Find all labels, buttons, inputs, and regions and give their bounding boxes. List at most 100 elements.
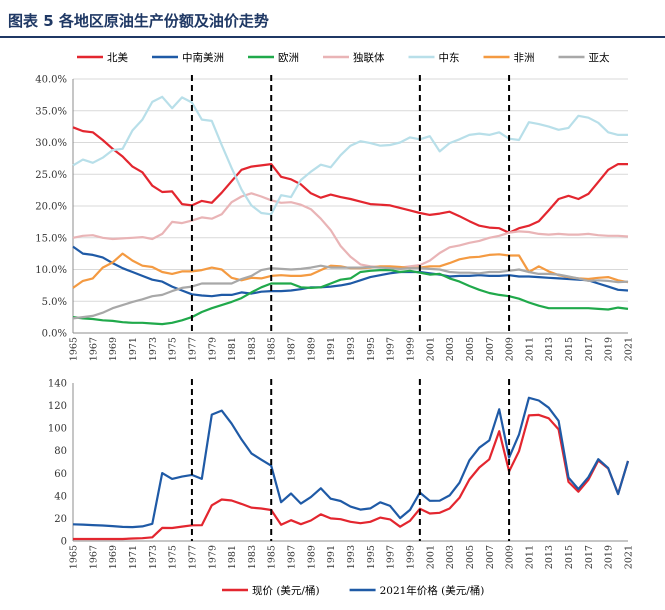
x-tick-label: 1993 <box>346 545 357 569</box>
y-tick-label: 25.0% <box>35 170 67 181</box>
x-tick-label: 1975 <box>168 337 179 361</box>
x-tick-label: 1979 <box>207 545 218 569</box>
series-line-s2 <box>72 269 629 326</box>
x-tick-label: 2015 <box>564 337 575 361</box>
y-tick-label: 80 <box>54 446 67 457</box>
x-tick-label: 1965 <box>69 337 80 361</box>
x-tick-label: 1981 <box>227 545 238 569</box>
x-tick-label: 1969 <box>108 337 119 361</box>
legend-item: 中东 <box>408 51 460 64</box>
x-tick-label: 2013 <box>544 337 555 361</box>
y-tick-label: 40 <box>54 491 67 502</box>
x-tick-label: 2019 <box>604 545 615 569</box>
x-tick-label: 2011 <box>524 337 535 361</box>
x-tick-label: 1999 <box>405 337 416 361</box>
legend-item: 亚太 <box>558 51 610 64</box>
legend-item: 中南美洲 <box>152 51 224 64</box>
x-tick-label: 1973 <box>148 545 159 569</box>
x-tick-label: 1991 <box>326 545 337 569</box>
x-tick-label: 2005 <box>465 337 476 361</box>
y-tick-label: 20.0% <box>35 202 67 213</box>
x-tick-label: 1989 <box>306 545 317 569</box>
figure-title: 图表 5 各地区原油生产份额及油价走势 <box>8 12 269 30</box>
legend-label: 2021年价格 (美元/桶) <box>380 584 485 597</box>
legend-label: 中南美洲 <box>182 51 224 64</box>
x-tick-label: 2015 <box>564 545 575 569</box>
series-line-s1 <box>72 245 629 298</box>
legend-label: 北美 <box>107 51 128 64</box>
x-tick-label: 1971 <box>128 337 139 361</box>
x-tick-label: 2007 <box>485 337 496 361</box>
legend-label: 中东 <box>439 51 460 64</box>
x-tick-label: 1993 <box>346 337 357 361</box>
y-tick-label: 5.0% <box>42 297 67 308</box>
legend-label: 亚太 <box>589 51 610 64</box>
legend-label: 现价 (美元/桶) <box>252 584 320 597</box>
x-tick-label: 1997 <box>386 545 397 569</box>
legend-item: 欧洲 <box>248 52 299 64</box>
legend-item: 非洲 <box>483 52 535 64</box>
x-tick-label: 1971 <box>128 545 139 569</box>
x-tick-label: 2019 <box>604 337 615 361</box>
y-tick-label: 60 <box>54 469 67 480</box>
x-tick-label: 1999 <box>405 545 416 569</box>
y-tick-label: 15.0% <box>35 233 67 244</box>
series-line-s0 <box>73 413 630 541</box>
legend-item: 现价 (美元/桶) <box>222 584 320 597</box>
x-tick-label: 2001 <box>425 337 436 361</box>
x-tick-label: 1983 <box>247 337 258 361</box>
y-tick-label: 10.0% <box>35 265 67 276</box>
x-tick-label: 2009 <box>505 545 516 569</box>
x-tick-label: 2013 <box>544 545 555 569</box>
x-tick-label: 2001 <box>425 545 436 569</box>
x-tick-label: 1997 <box>386 337 397 361</box>
y-tick-label: 100 <box>48 424 67 435</box>
x-tick-label: 1987 <box>287 545 298 569</box>
legend-item: 独联体 <box>323 51 385 64</box>
x-tick-label: 2005 <box>465 545 476 569</box>
series-line-s6 <box>72 264 629 320</box>
x-tick-label: 1989 <box>306 337 317 361</box>
x-tick-label: 1967 <box>88 545 99 569</box>
x-tick-label: 2017 <box>584 337 595 361</box>
title-divider <box>0 36 665 38</box>
y-tick-label: 120 <box>48 401 67 412</box>
legend-item: 2021年价格 (美元/桶) <box>349 584 485 597</box>
x-tick-label: 1995 <box>366 337 377 361</box>
y-tick-label: 40.0% <box>35 75 67 86</box>
x-tick-label: 1977 <box>187 545 198 569</box>
series-line-2021 <box>72 396 630 529</box>
x-tick-label: 1995 <box>366 545 377 569</box>
x-tick-label: 2009 <box>505 337 516 361</box>
x-tick-label: 2003 <box>445 337 456 361</box>
x-tick-label: 1985 <box>267 337 278 361</box>
x-tick-label: 1987 <box>287 337 298 361</box>
x-tick-label: 1977 <box>187 337 198 361</box>
x-tick-label: 1981 <box>227 337 238 361</box>
x-tick-label: 1975 <box>168 545 179 569</box>
y-tick-label: 0.0% <box>42 329 67 340</box>
y-tick-label: 30.0% <box>35 138 67 149</box>
legend: 北美 中南美洲 欧洲 独联体 中东 非洲 亚太 <box>77 51 610 64</box>
series-line-s3 <box>72 192 629 269</box>
x-tick-label: 2007 <box>485 545 496 569</box>
series-line-s4 <box>72 95 628 216</box>
x-tick-label: 2021 <box>624 337 635 361</box>
chart-1: 0.0% 5.0% 10.0% 15.0% 20.0% 25.0% 30.0% 35.0% 40… <box>35 51 634 361</box>
legend-item: 北美 <box>77 51 128 64</box>
x-tick-label: 1973 <box>148 337 159 361</box>
legend: 现价 (美元/桶) 2021年价格 (美元/桶) <box>222 584 484 597</box>
legend-label: 非洲 <box>514 52 535 64</box>
x-tick-label: 2021 <box>624 545 635 569</box>
y-tick-label: 0 <box>61 537 67 548</box>
x-tick-label: 2017 <box>584 545 595 569</box>
x-tick-label: 1965 <box>69 545 80 569</box>
chart-2: 0 20 40 60 80 100 120 140 1965 1967 1969 1971 1973 19… <box>48 379 635 598</box>
y-tick-label: 20 <box>54 514 67 525</box>
x-tick-label: 1979 <box>207 337 218 361</box>
x-tick-label: 1991 <box>326 337 337 361</box>
x-tick-label: 1967 <box>88 337 99 361</box>
x-tick-label: 2003 <box>445 545 456 569</box>
